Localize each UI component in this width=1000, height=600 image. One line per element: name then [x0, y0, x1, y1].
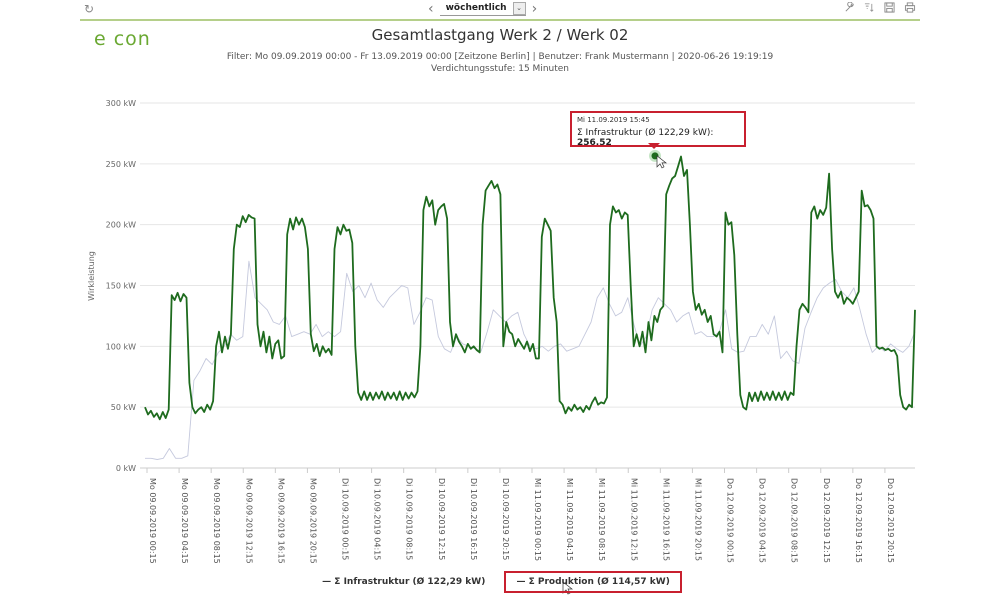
x-tick-label: Mi 11.09.2019 20:15 — [693, 478, 702, 561]
mouse-cursor-icon — [656, 155, 668, 169]
previous-period-button[interactable]: ‹ — [428, 0, 434, 17]
x-tick-label: Do 12.09.2019 16:15 — [854, 478, 863, 563]
refresh-icon[interactable]: ↻ — [84, 2, 95, 16]
tool-icons — [844, 1, 916, 16]
x-tick-label: Di 10.09.2019 04:15 — [373, 478, 382, 560]
period-select[interactable]: wöchentlich ⌄ — [439, 1, 526, 16]
x-tick-label: Do 12.09.2019 00:15 — [726, 478, 735, 563]
x-tick-label: Mo 09.09.2019 20:15 — [308, 478, 317, 564]
period-select-value: wöchentlich — [445, 3, 507, 13]
filter-line: Filter: Mo 09.09.2019 00:00 - Fr 13.09.2… — [226, 52, 774, 62]
y-axis-label: Wirkleistung — [87, 251, 96, 301]
tooltip-series-label: Σ Infrastruktur (Ø 122,29 kW): — [577, 128, 714, 138]
density-line: Verdichtungsstufe: 15 Minuten — [430, 64, 570, 74]
x-tick-label: Mi 11.09.2019 08:15 — [597, 478, 606, 561]
legend-label-produktion: — Σ Produktion (Ø 114,57 kW) — [516, 577, 670, 587]
next-period-button[interactable]: › — [531, 0, 538, 17]
y-tick-label: 200 kW — [106, 221, 136, 230]
y-tick-label: 150 kW — [106, 282, 136, 291]
y-tick-label: 300 kW — [106, 99, 136, 108]
tooltip-caret — [648, 143, 660, 149]
x-tick-label: Mi 11.09.2019 16:15 — [661, 478, 670, 561]
x-tick-label: Mo 09.09.2019 16:15 — [276, 478, 285, 564]
x-tick-label: Mi 11.09.2019 04:15 — [565, 478, 574, 561]
data-point-tooltip: Mi 11.09.2019 15:45 Σ Infrastruktur (Ø 1… — [570, 111, 746, 148]
x-tick-label: Mi 11.09.2019 00:15 — [533, 478, 542, 561]
x-tick-label: Mo 09.09.2019 12:15 — [244, 478, 253, 564]
series-line[interactable] — [144, 155, 916, 421]
x-tick-label: Do 12.09.2019 04:15 — [758, 478, 767, 563]
econ-logo: e con — [94, 28, 151, 50]
x-tick-label: Mo 09.09.2019 00:15 — [148, 478, 157, 564]
save-icon[interactable] — [884, 2, 895, 16]
legend-item-produktion[interactable]: — Σ Produktion (Ø 114,57 kW) — [504, 571, 682, 593]
y-tick-label: 100 kW — [106, 342, 136, 351]
legend-label-infrastruktur: — Σ Infrastruktur (Ø 122,29 kW) — [322, 577, 486, 587]
y-tick-label: 250 kW — [106, 160, 136, 169]
chart-legend: — Σ Infrastruktur (Ø 122,29 kW) — Σ Prod… — [0, 571, 1000, 593]
x-tick-label: Di 10.09.2019 08:15 — [405, 478, 414, 560]
top-toolbar: ↻ ‹ wöchentlich ⌄ › — [80, 0, 920, 21]
tooltip-series: Σ Infrastruktur (Ø 122,29 kW): 256.52 — [577, 128, 744, 148]
chevron-down-icon[interactable]: ⌄ — [512, 1, 526, 15]
x-tick-label: Do 12.09.2019 20:15 — [886, 478, 895, 563]
x-tick-label: Di 10.09.2019 00:15 — [341, 478, 350, 560]
x-tick-label: Di 10.09.2019 20:15 — [501, 478, 510, 560]
filter-info: Filter: Mo 09.09.2019 00:00 - Fr 13.09.2… — [0, 51, 1000, 75]
x-tick-label: Di 10.09.2019 16:15 — [469, 478, 478, 560]
period-navigation: ‹ wöchentlich ⌄ › — [428, 1, 537, 16]
x-tick-label: Mi 11.09.2019 12:15 — [629, 478, 638, 561]
legend-item-infrastruktur[interactable]: — Σ Infrastruktur (Ø 122,29 kW) — [318, 574, 489, 590]
x-tick-label: Do 12.09.2019 08:15 — [790, 478, 799, 563]
wrench-icon[interactable] — [844, 1, 855, 16]
chart-title: Gesamtlastgang Werk 2 / Werk 02 — [371, 26, 629, 44]
sort-filter-icon[interactable] — [864, 2, 875, 16]
x-tick-label: Mo 09.09.2019 08:15 — [212, 478, 221, 564]
y-tick-label: 0 kW — [116, 464, 136, 473]
tooltip-value: 256.52 — [577, 138, 612, 148]
print-icon[interactable] — [904, 2, 916, 16]
x-tick-label: Do 12.09.2019 12:15 — [822, 478, 831, 563]
x-tick-label: Mo 09.09.2019 04:15 — [180, 478, 189, 564]
y-tick-label: 50 kW — [111, 403, 136, 412]
series-line[interactable] — [145, 260, 916, 460]
x-tick-label: Di 10.09.2019 12:15 — [437, 478, 446, 560]
tooltip-timestamp: Mi 11.09.2019 15:45 — [577, 116, 650, 124]
